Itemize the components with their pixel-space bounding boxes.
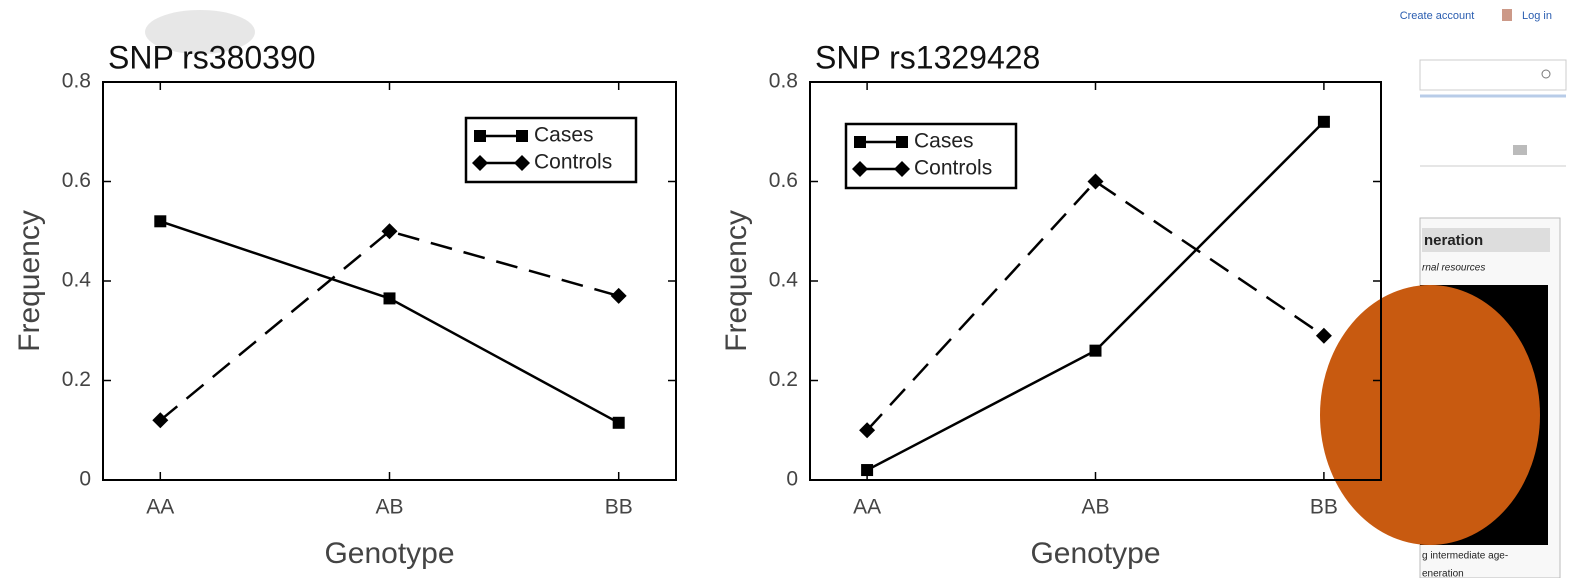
y-tick-label: 0.8 [769,70,798,93]
y-tick-label: 0.6 [769,169,798,192]
logo [145,10,255,54]
infobox-title: neration [1424,232,1483,249]
speaker-icon[interactable] [1513,145,1527,155]
retina-image[interactable] [1320,285,1540,545]
marker [1315,327,1332,344]
y-tick-label: 0.4 [62,269,92,292]
marker [1087,173,1104,190]
legend-box [464,116,638,184]
user-icon [1502,9,1512,21]
marker [152,412,169,429]
marker [612,416,625,429]
plot-frame [102,81,677,481]
caption: eneration [1422,569,1464,578]
chart-title: SNP rs380390 [108,39,316,75]
y-tick-label: 0.8 [62,70,91,93]
marker [381,223,398,240]
marker [472,155,488,171]
legend-box [844,122,1018,190]
infobox-header [1422,228,1550,252]
search-box[interactable] [1419,59,1567,91]
marker [610,287,627,304]
sidebar: neration rnal resources g intermediate a… [1320,59,1567,578]
legend-label: Controls [534,151,612,174]
x-tick-label: AB [375,496,403,519]
marker [859,422,876,439]
series-line [159,220,620,424]
x-tick-label: BB [1310,496,1338,519]
series-line [159,229,620,422]
marker [896,136,908,148]
search-icon[interactable] [1541,69,1551,79]
marker [1317,115,1330,128]
x-tick-label: AB [1081,496,1109,519]
marker [154,215,167,228]
x-axis-label: Genotype [324,537,454,570]
legend-label: Cases [534,124,594,147]
infobox-subtitle: rnal resources [1422,263,1485,274]
y-tick-label: 0.6 [62,169,91,192]
x-tick-label: AA [146,496,174,519]
marker [474,130,486,142]
create-account-link[interactable]: Create account [1400,10,1475,22]
series-line [866,179,1325,432]
marker [894,161,910,177]
marker [516,130,528,142]
y-tick-label: 0.2 [62,368,91,391]
marker [383,292,396,305]
marker [852,161,868,177]
marker [514,155,530,171]
marker [854,136,866,148]
y-axis-label: Frequency [720,210,753,352]
y-tick-label: 0 [79,468,91,491]
log-in-link[interactable]: Log in [1522,10,1552,22]
x-axis-label: Genotype [1030,537,1160,570]
marker [1089,344,1102,357]
x-tick-label: BB [605,496,633,519]
y-tick-label: 0.2 [769,368,798,391]
y-tick-label: 0.4 [769,269,799,292]
plot-frame [809,81,1382,481]
marker [861,464,874,477]
chart-title: SNP rs1329428 [815,39,1040,75]
legend-label: Cases [914,130,974,153]
y-tick-label: 0 [786,468,798,491]
legend-label: Controls [914,157,992,180]
caption: g intermediate age- [1422,551,1508,562]
x-tick-label: AA [853,496,881,519]
y-axis-label: Frequency [13,210,46,352]
